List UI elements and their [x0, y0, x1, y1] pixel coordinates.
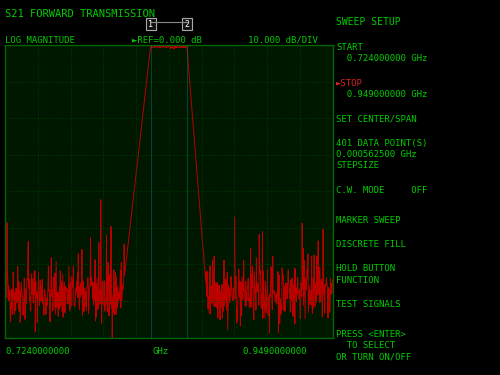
Text: SWEEP SETUP: SWEEP SETUP	[336, 17, 400, 27]
Text: HOLD BUTTON: HOLD BUTTON	[336, 264, 395, 273]
Text: TEST SIGNALS: TEST SIGNALS	[336, 300, 400, 309]
Text: OR TURN ON/OFF: OR TURN ON/OFF	[336, 352, 411, 362]
Text: ►STOP: ►STOP	[336, 79, 363, 88]
Text: MARKER SWEEP: MARKER SWEEP	[336, 216, 400, 225]
Text: 0.7240000000: 0.7240000000	[5, 347, 70, 356]
Text: STEPSIZE: STEPSIZE	[336, 161, 379, 170]
Text: C.W. MODE     OFF: C.W. MODE OFF	[336, 186, 428, 195]
Text: 0.000562500 GHz: 0.000562500 GHz	[336, 150, 416, 159]
Text: START: START	[336, 43, 363, 52]
Text: DISCRETE FILL: DISCRETE FILL	[336, 240, 406, 249]
Text: 401 DATA POINT(S): 401 DATA POINT(S)	[336, 139, 428, 148]
Text: LOG MAGNITUDE: LOG MAGNITUDE	[5, 36, 75, 45]
Text: ►REF=0.000 dB: ►REF=0.000 dB	[132, 36, 202, 45]
Text: PRESS <ENTER>: PRESS <ENTER>	[336, 330, 406, 339]
Text: 0.724000000 GHz: 0.724000000 GHz	[336, 54, 428, 63]
Text: FUNCTION: FUNCTION	[336, 276, 379, 285]
Text: SET CENTER/SPAN: SET CENTER/SPAN	[336, 114, 416, 123]
FancyBboxPatch shape	[182, 18, 192, 30]
Text: TO SELECT: TO SELECT	[336, 341, 395, 350]
Text: 2: 2	[184, 20, 190, 29]
Text: S21 FORWARD TRANSMISSION: S21 FORWARD TRANSMISSION	[5, 9, 155, 20]
Text: 0.949000000 GHz: 0.949000000 GHz	[336, 90, 428, 99]
Text: 10.000 dB/DIV: 10.000 dB/DIV	[248, 36, 318, 45]
Text: 0.9490000000: 0.9490000000	[242, 347, 307, 356]
Text: GHz: GHz	[152, 347, 168, 356]
Text: 1: 1	[148, 20, 153, 29]
FancyBboxPatch shape	[146, 18, 156, 30]
